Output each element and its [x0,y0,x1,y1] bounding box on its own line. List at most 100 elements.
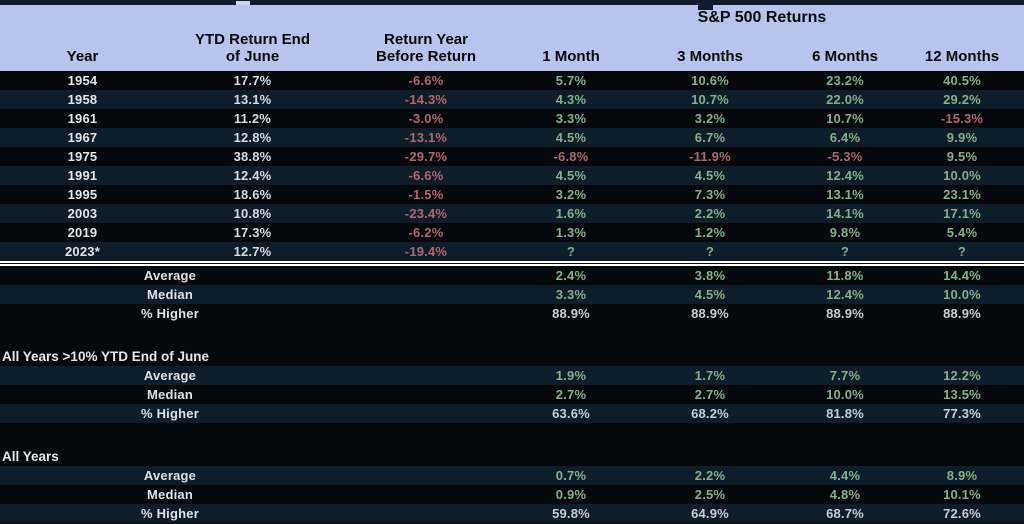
value-cell: -3.0% [408,111,444,126]
table-row-1961: 1961 11.2% -3.0% 3.3% 3.2% 10.7% -15.3% [0,109,1024,128]
value-cell: 3.3% [555,111,587,126]
value-cell: -6.2% [408,225,444,240]
summary-value-cell: 11.8% [826,268,864,283]
table-row-1958: 1958 13.1% -14.3% 4.3% 10.7% 22.0% 29.2% [0,90,1024,109]
value-cell: 10.7% [826,111,864,126]
year-cell: 1954 [67,73,98,88]
summary-row-median: Median 2.7% 2.7% 10.0% 13.5% [0,385,1024,404]
section-header-label: All Years >10% YTD End of June [2,349,209,364]
section-header-label: All Years [2,449,59,464]
value-cell: 4.3% [555,92,587,107]
group-title: S&P 500 Returns [697,9,827,26]
year-cell: 2023* [65,244,100,259]
summary-row-label: Average [143,368,197,383]
summary-value-cell: 4.5% [694,287,726,302]
summary-value-cell: 14.4% [943,268,981,283]
summary-row-median: Median 0.9% 2.5% 4.8% 10.1% [0,485,1024,504]
summary-value-cell: 1.9% [555,368,587,383]
column-header-1-month: 1 Month [542,47,600,65]
summary-value-cell: 3.8% [694,268,726,283]
value-cell: -6.6% [408,73,444,88]
value-cell: 10.6% [691,73,729,88]
summary-value-cell: 63.6% [552,406,590,421]
summary-value-cell: 88.9% [552,306,590,321]
table-row-1967: 1967 12.8% -13.1% 4.5% 6.7% 6.4% 9.9% [0,128,1024,147]
column-header-ytd-return: YTD Return End of June [195,30,310,65]
value-cell: 9.5% [946,149,978,164]
value-cell: 1.3% [555,225,587,240]
summary-row-label: Average [143,468,197,483]
value-cell: -6.6% [408,168,444,183]
column-header-return-year-before: Return Year Before Return [375,30,476,65]
value-cell: ? [957,244,967,259]
value-cell: 4.5% [694,168,726,183]
summary-value-cell: 2.5% [694,487,726,502]
summary-value-cell: 2.4% [555,268,587,283]
value-cell: 40.5% [943,73,981,88]
summary-row-label: % Higher [141,306,199,321]
summary-value-cell: 7.7% [829,368,861,383]
column-header-3-months: 3 Months [677,47,743,65]
value-cell: 3.2% [694,111,726,126]
value-cell: -13.1% [404,130,448,145]
value-cell: -6.8% [553,149,589,164]
summary-value-cell: 2.2% [694,468,726,483]
table-body: 1954 17.7% -6.6% 5.7% 10.6% 23.2% 40.5% 1958 13.… [0,71,1024,523]
summary-value-cell: 12.4% [826,287,864,302]
summary-value-cell: 10.0% [943,287,981,302]
value-cell: 7.3% [694,187,726,202]
value-cell: 17.3% [233,225,272,240]
value-cell: 12.4% [826,168,864,183]
value-cell: 9.8% [829,225,861,240]
value-cell: 9.9% [946,130,978,145]
value-cell: 17.1% [943,206,981,221]
separator-line [0,261,1024,266]
summary-row-higher: % Higher 59.8% 64.9% 68.7% 72.6% [0,504,1024,523]
summary-row-higher: % Higher 88.9% 88.9% 88.9% 88.9% [0,304,1024,323]
value-cell: -23.4% [404,206,448,221]
summary-value-cell: 8.9% [946,468,978,483]
summary-value-cell: 2.7% [555,387,587,402]
summary-value-cell: 72.6% [943,506,981,521]
summary-value-cell: 88.9% [691,306,729,321]
value-cell: 22.0% [826,92,864,107]
summary-row-label: Average [143,268,197,283]
value-cell: 29.2% [943,92,981,107]
section-gap [0,323,1024,347]
table-row-2003: 2003 10.8% -23.4% 1.6% 2.2% 14.1% 17.1% [0,204,1024,223]
year-cell: 2003 [67,206,98,221]
summary-value-cell: 13.5% [943,387,981,402]
table-row-1975: 1975 38.8% -29.7% -6.8% -11.9% -5.3% 9.5% [0,147,1024,166]
value-cell: 6.4% [829,130,861,145]
summary-row-median: Median 3.3% 4.5% 12.4% 10.0% [0,285,1024,304]
year-cell: 2019 [67,225,98,240]
summary-value-cell: 68.2% [691,406,729,421]
top-notch-dark [698,0,713,10]
column-header-year: Year [66,47,99,65]
summary-value-cell: 59.8% [552,506,590,521]
top-border [0,0,1024,10]
summary-value-cell: 3.3% [555,287,587,302]
value-cell: 11.2% [233,111,272,126]
year-cell: 1967 [67,130,98,145]
table-row-2019: 2019 17.3% -6.2% 1.3% 1.2% 9.8% 5.4% [0,223,1024,242]
table-row-1995: 1995 18.6% -1.5% 3.2% 7.3% 13.1% 23.1% [0,185,1024,204]
table-row-1991: 1991 12.4% -6.6% 4.5% 4.5% 12.4% 10.0% [0,166,1024,185]
year-cell: 1961 [67,111,98,126]
value-cell: 10.8% [233,206,272,221]
value-cell: 13.1% [233,92,272,107]
value-cell: 13.1% [826,187,864,202]
table-row-2023: 2023* 12.7% -19.4%???? [0,242,1024,261]
value-cell: 4.5% [555,130,587,145]
value-cell: 6.7% [694,130,726,145]
summary-value-cell: 77.3% [943,406,981,421]
summary-value-cell: 0.7% [555,468,587,483]
value-cell: 38.8% [233,149,272,164]
summary-value-cell: 88.9% [943,306,981,321]
summary-value-cell: 64.9% [691,506,729,521]
summary-value-cell: 10.1% [943,487,981,502]
year-cell: 1975 [67,149,98,164]
value-cell: 5.4% [946,225,978,240]
summary-value-cell: 1.7% [694,368,726,383]
value-cell: ? [566,244,576,259]
